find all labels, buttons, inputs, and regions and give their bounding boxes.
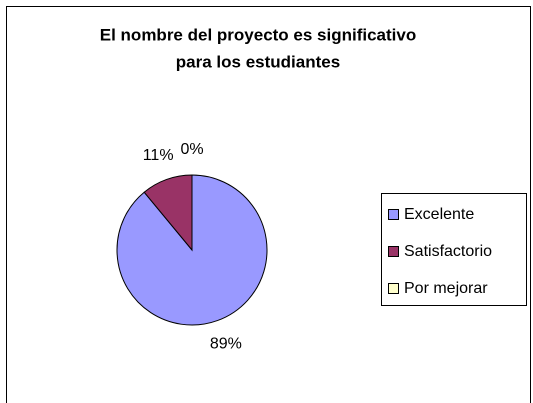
legend-label: Satisfactorio [404, 243, 492, 260]
chart-title: El nombre del proyecto es significativo [100, 25, 416, 44]
legend-label: Excelente [404, 206, 474, 223]
chart-title: para los estudiantes [176, 52, 340, 71]
legend-swatch [388, 246, 399, 257]
data-label: 0% [180, 141, 203, 158]
legend-label: Por mejorar [404, 280, 488, 297]
legend-swatch [388, 209, 399, 220]
legend-box [381, 193, 527, 306]
data-label: 11% [143, 147, 174, 164]
data-label: 89% [210, 335, 242, 352]
legend-swatch [388, 283, 399, 294]
